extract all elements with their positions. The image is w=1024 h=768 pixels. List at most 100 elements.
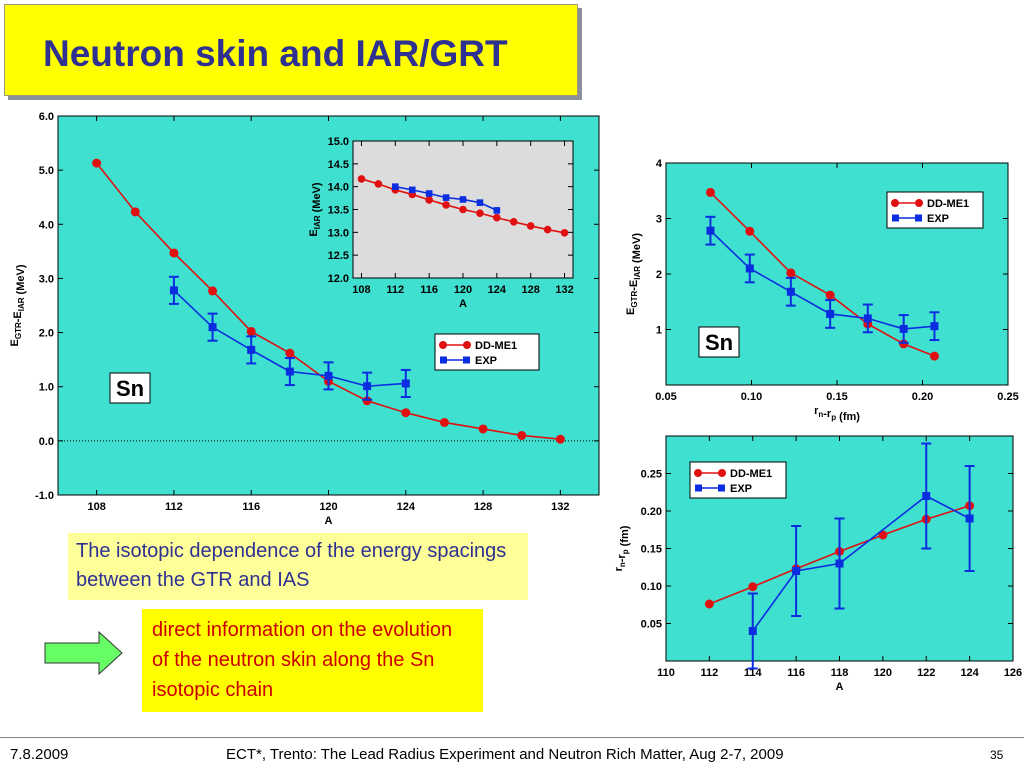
right_bottom-x-tick-label: 116 [787, 667, 805, 679]
inset-x-tick-label: 120 [454, 284, 472, 296]
right_bottom-exp-point [922, 492, 931, 500]
inset-ddme1-point [509, 218, 518, 226]
main-ddme1-point [246, 326, 256, 336]
right_bottom-exp-point [792, 567, 801, 575]
inset-exp-point [493, 207, 501, 214]
right_top-legend [886, 191, 984, 229]
right_top-y-tick-label: 4 [656, 158, 663, 170]
right_bottom-x-tick-label: 112 [701, 667, 719, 679]
inset-y-tick-label: 14.5 [328, 159, 349, 171]
main-legend-label: EXP [475, 355, 497, 367]
inset-ddme1-point [560, 228, 569, 237]
inset-x-tick-label: 128 [522, 284, 540, 296]
inset-exp-point [442, 194, 450, 201]
right_top-ddme1-point [825, 290, 835, 300]
main-y-tick-label: 0.0 [39, 436, 54, 448]
right_bottom-x-tick-label: 118 [831, 667, 849, 679]
right_bottom-legend-marker [718, 484, 725, 492]
right_bottom-ddme1-point [878, 530, 888, 540]
right_top-exp-point [706, 226, 715, 235]
right_top-y-tick-label: 3 [656, 214, 662, 226]
inset-x-tick-label: 108 [352, 284, 370, 296]
inset-x-tick-label: 112 [386, 284, 404, 296]
right_bottom-y-tick-label: 0.15 [641, 544, 662, 556]
right_bottom-y-tick-label: 0.10 [641, 581, 662, 593]
inset-y-tick-label: 15.0 [328, 136, 349, 148]
main-ddme1-point [439, 417, 449, 427]
footer-conference: ECT*, Trento: The Lead Radius Experiment… [226, 746, 784, 763]
main-exp-point [401, 379, 410, 388]
right-top-chart: 1 2 3 4 0.05 0.10 0.15 0.20 0.25 rn-rp (fm) EGTR-E… [625, 158, 1019, 423]
right_top-plot: 1 2 3 4 0.05 0.10 0.15 0.20 0.25 rn-rp (fm) EGTR-E… [625, 158, 1019, 423]
inset-exp-point [476, 199, 484, 206]
inset-plot: 12.0 12.5 13.0 13.5 14.0 14.5 15.0 108 112 116 120… [308, 136, 574, 310]
right_top-exp-point [786, 287, 795, 296]
right_bottom-exp-point [965, 514, 974, 523]
main-y-tick-label: 4.0 [39, 219, 54, 231]
main-ddme1-point [555, 434, 565, 444]
right_top-exp-point [826, 309, 835, 318]
right_top-exp-point [899, 324, 908, 333]
inset-x-tick-label: 124 [488, 284, 507, 296]
right_top-x-tick-label: 0.20 [912, 391, 933, 403]
inset-exp-point [392, 183, 399, 190]
main-x-tick-label: 120 [319, 501, 337, 513]
inset-ddme1-point [357, 175, 366, 183]
right_bottom-legend-marker [694, 469, 702, 477]
right_bottom-y-tick-label: 0.05 [641, 619, 662, 631]
right_bottom-ddme1-point [704, 599, 714, 609]
right_top-ddme1-point [745, 226, 755, 236]
main-y-tick-label: 6.0 [39, 111, 54, 123]
main-ddme1-point [401, 408, 411, 418]
right_top-legend-marker [915, 199, 923, 207]
main-annotation: Sn [116, 376, 144, 401]
inset-ddme1-point [526, 222, 535, 230]
right_top-y-tick-label: 1 [656, 325, 662, 337]
right_bottom-x-tick-label: 120 [874, 667, 892, 679]
right_top-x-tick-label: 0.25 [997, 391, 1018, 403]
right_top-legend-marker [892, 214, 899, 222]
main-legend-marker [439, 341, 447, 349]
right_top-exp-point [863, 314, 872, 323]
inset-ddme1-point [442, 201, 450, 209]
main-chart: -1.0 0.0 1.0 2.0 3.0 4.0 5.0 6.0 108 112 116 120 124… [9, 111, 600, 527]
inset-y-tick-label: 12.5 [328, 250, 349, 262]
right_bottom-y-axis-label: rn-rp (fm) [613, 525, 631, 571]
main-exp-point [363, 382, 372, 391]
main-ddme1-point [169, 248, 179, 258]
right_bottom-x-tick-label: 110 [657, 667, 675, 679]
main-ddme1-point [92, 158, 102, 168]
right_bottom-legend-label: EXP [730, 483, 752, 495]
inset-y-tick-label: 14.0 [328, 182, 349, 194]
right_bottom-exp-point [748, 627, 757, 635]
right_bottom-x-tick-label: 114 [744, 667, 763, 679]
inset-exp-point [425, 190, 433, 197]
main-y-axis-label: EGTR-EIAR (MeV) [9, 264, 27, 346]
right_top-ddme1-point [899, 339, 909, 349]
main-exp-point [247, 345, 256, 354]
main-legend-marker [463, 341, 471, 349]
main-exp-point [208, 323, 217, 332]
right_bottom-exp-point [835, 559, 844, 568]
inset-x-tick-label: 132 [555, 284, 573, 296]
main-exp-point [169, 286, 178, 295]
right_bottom-legend-label: DD-ME1 [730, 468, 772, 480]
main-legend [434, 333, 540, 371]
main-y-tick-label: 2.0 [39, 328, 54, 340]
right_top-legend-marker [891, 199, 899, 207]
right_top-legend-marker [915, 214, 922, 222]
main-x-tick-label: 116 [242, 501, 260, 513]
main-x-tick-label: 112 [165, 501, 183, 513]
inset-ddme1-point [543, 225, 552, 234]
main-exp-point [285, 367, 294, 376]
main-legend-marker [440, 356, 447, 364]
slide-title: Neutron skin and IAR/GRT [43, 33, 508, 74]
main-ddme1-point [285, 348, 295, 358]
right_bottom-plot: 0.05 0.10 0.15 0.20 0.25 110 112 114 116 118 120 12… [613, 435, 1022, 693]
right_bottom-ddme1-point [748, 582, 758, 592]
right_top-ddme1-point [786, 268, 796, 278]
main-legend-marker [463, 356, 470, 364]
main-y-tick-label: 3.0 [39, 273, 54, 285]
right_top-legend-label: DD-ME1 [927, 198, 969, 210]
main-x-tick-label: 132 [551, 501, 569, 513]
